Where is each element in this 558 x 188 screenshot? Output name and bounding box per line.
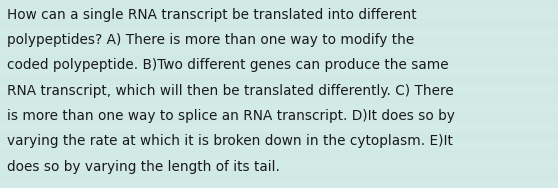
Text: polypeptides? A) There is more than one way to modify the: polypeptides? A) There is more than one … [7,33,414,47]
Bar [0,38,558,47]
Text: coded polypeptide. B)Two different genes can produce the same: coded polypeptide. B)Two different genes… [7,58,448,72]
Bar [0,66,558,75]
Bar [0,0,558,9]
Bar [0,56,558,66]
Bar [0,113,558,122]
Bar [0,19,558,28]
Bar [0,28,558,38]
Bar [0,169,558,179]
Text: does so by varying the length of its tail.: does so by varying the length of its tai… [7,160,280,174]
Bar [0,122,558,132]
Text: How can a single RNA transcript be translated into different: How can a single RNA transcript be trans… [7,8,416,21]
Bar [0,103,558,113]
Bar [0,150,558,160]
Bar [0,75,558,85]
Bar [0,47,558,56]
Bar [0,141,558,150]
Text: is more than one way to splice an RNA transcript. D)It does so by: is more than one way to splice an RNA tr… [7,109,455,123]
Bar [0,85,558,94]
Bar [0,179,558,188]
Bar [0,9,558,19]
Text: varying the rate at which it is broken down in the cytoplasm. E)It: varying the rate at which it is broken d… [7,134,453,148]
Bar [0,132,558,141]
Bar [0,94,558,103]
Text: RNA transcript, which will then be translated differently. C) There: RNA transcript, which will then be trans… [7,84,454,98]
Bar [0,160,558,169]
